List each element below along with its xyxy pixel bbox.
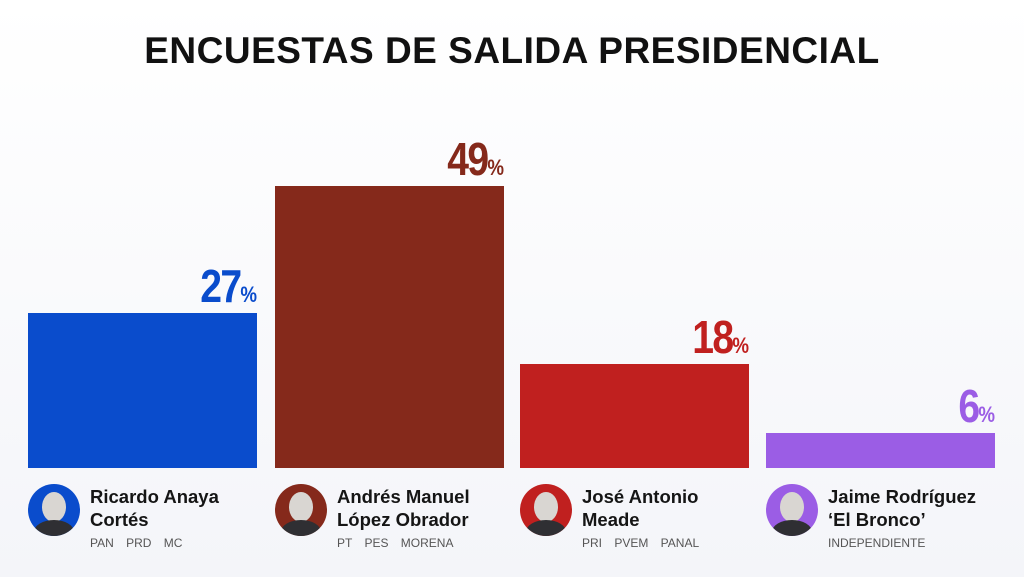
candidate-avatar (520, 484, 572, 536)
bar-2 (520, 364, 749, 468)
candidate-avatar (28, 484, 80, 536)
data-label: 6% (800, 383, 995, 438)
chart-title: ENCUESTAS DE SALIDA PRESIDENCIAL (144, 30, 880, 71)
candidate-avatar (766, 484, 818, 536)
bar-3 (766, 433, 995, 468)
percent-sign: % (732, 333, 749, 359)
data-label: 27% (62, 263, 257, 318)
data-label: 49% (309, 136, 504, 191)
value-number: 49 (447, 133, 489, 185)
value-number: 27 (200, 259, 242, 312)
data-label: 18% (554, 314, 749, 369)
bar-1 (275, 186, 504, 468)
percent-sign: % (978, 402, 995, 428)
candidate-parties: INDEPENDIENTE (828, 536, 926, 550)
candidate-name: José Antonio Meade (582, 486, 699, 530)
value-number: 6 (958, 380, 980, 433)
bar-0 (28, 312, 257, 468)
candidate-name: Ricardo Anaya Cortés (90, 486, 219, 530)
candidate-legend: Andrés Manuel López Obrador PT PES MORENA (275, 481, 515, 551)
candidate-parties: PAN PRD MC (90, 536, 183, 550)
value-number: 18 (692, 311, 734, 364)
candidate-legend: José Antonio Meade PRI PVEM PANAL (520, 481, 760, 551)
candidate-legend: Ricardo Anaya Cortés PAN PRD MC (28, 481, 268, 551)
candidate-name: Andrés Manuel López Obrador (337, 486, 470, 530)
candidate-parties: PRI PVEM PANAL (582, 536, 700, 550)
candidate-legend: Jaime Rodríguez ‘El Bronco’ INDEPENDIENTE (766, 481, 1006, 551)
candidate-avatar (275, 484, 327, 536)
candidate-name: Jaime Rodríguez ‘El Bronco’ (828, 486, 977, 530)
percent-sign: % (240, 281, 257, 307)
percent-sign: % (487, 155, 504, 180)
candidate-parties: PT PES MORENA (337, 536, 454, 550)
